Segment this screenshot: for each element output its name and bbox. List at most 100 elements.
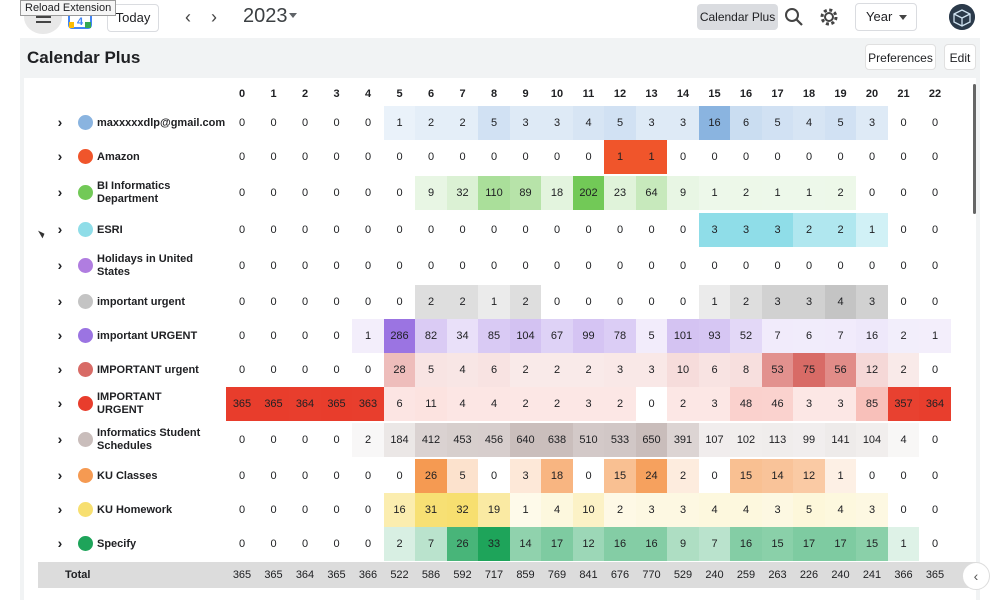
calendar-name-label[interactable]: maxxxxxdlp@gmail.com bbox=[97, 116, 226, 129]
heatmap-cell[interactable]: 2 bbox=[887, 319, 920, 353]
heatmap-cell[interactable]: 1 bbox=[761, 176, 794, 210]
calendar-name-label[interactable]: IMPORTANT urgent bbox=[97, 363, 199, 376]
heatmap-cell[interactable]: 0 bbox=[270, 296, 277, 308]
heatmap-cell[interactable]: 23 bbox=[604, 176, 636, 210]
heatmap-cell[interactable]: 0 bbox=[931, 296, 939, 308]
heatmap-cell[interactable]: 3 bbox=[856, 493, 888, 527]
heatmap-cell[interactable]: 0 bbox=[585, 224, 592, 236]
heatmap-cell[interactable]: 3 bbox=[730, 213, 762, 247]
heatmap-cell[interactable]: 3 bbox=[635, 106, 668, 140]
heatmap-cell[interactable]: 2 bbox=[572, 353, 605, 387]
heatmap-cell[interactable]: 16 bbox=[604, 527, 636, 561]
heatmap-cell[interactable]: 24 bbox=[635, 459, 668, 493]
expand-row-chevron-icon[interactable]: › bbox=[57, 395, 63, 411]
heatmap-cell[interactable]: 365 bbox=[320, 387, 353, 421]
heatmap-cell[interactable]: 0 bbox=[648, 224, 655, 236]
heatmap-cell[interactable]: 0 bbox=[900, 117, 907, 129]
heatmap-cell[interactable]: 85 bbox=[478, 319, 510, 353]
calendar-name-label[interactable]: Amazon bbox=[97, 150, 140, 163]
heatmap-cell[interactable]: 4 bbox=[541, 493, 573, 527]
heatmap-cell[interactable]: 0 bbox=[805, 151, 813, 163]
heatmap-cell[interactable]: 3 bbox=[604, 353, 636, 387]
heatmap-cell[interactable]: 0 bbox=[333, 260, 340, 272]
heatmap-cell[interactable]: 2 bbox=[446, 106, 479, 140]
heatmap-cell[interactable]: 0 bbox=[427, 260, 435, 272]
heatmap-cell[interactable]: 412 bbox=[415, 423, 447, 457]
heatmap-cell[interactable]: 6 bbox=[478, 353, 510, 387]
heatmap-cell[interactable]: 0 bbox=[868, 260, 876, 272]
heatmap-cell[interactable]: 363 bbox=[352, 387, 384, 421]
heatmap-cell[interactable]: 1 bbox=[635, 140, 668, 174]
heatmap-cell[interactable]: 110 bbox=[478, 176, 510, 210]
heatmap-cell[interactable]: 16 bbox=[698, 106, 731, 140]
heatmap-cell[interactable]: 365 bbox=[257, 387, 290, 421]
heatmap-cell[interactable]: 2 bbox=[415, 285, 447, 319]
heatmap-cell[interactable]: 3 bbox=[541, 106, 573, 140]
heatmap-cell[interactable]: 0 bbox=[742, 151, 750, 163]
calendar-name-label[interactable]: IMPORTANT URGENT bbox=[97, 391, 162, 416]
heatmap-cell[interactable]: 3 bbox=[667, 493, 699, 527]
heatmap-cell[interactable]: 1 bbox=[793, 176, 825, 210]
heatmap-cell[interactable]: 0 bbox=[364, 260, 372, 272]
expand-row-chevron-icon[interactable]: › bbox=[57, 293, 63, 309]
heatmap-cell[interactable]: 0 bbox=[238, 151, 246, 163]
calendar-name-label[interactable]: Informatics Student Schedules bbox=[97, 427, 201, 452]
heatmap-cell[interactable]: 0 bbox=[270, 187, 277, 199]
heatmap-cell[interactable]: 0 bbox=[931, 151, 939, 163]
heatmap-cell[interactable]: 0 bbox=[459, 224, 466, 236]
heatmap-cell[interactable]: 0 bbox=[459, 260, 466, 272]
heatmap-cell[interactable]: 0 bbox=[333, 296, 340, 308]
heatmap-cell[interactable]: 0 bbox=[490, 470, 498, 482]
heatmap-cell[interactable]: 104 bbox=[509, 319, 542, 353]
heatmap-cell[interactable]: 0 bbox=[648, 398, 655, 410]
heatmap-cell[interactable]: 1 bbox=[352, 319, 384, 353]
heatmap-cell[interactable]: 0 bbox=[238, 364, 246, 376]
heatmap-cell[interactable]: 0 bbox=[490, 151, 498, 163]
heatmap-cell[interactable]: 2 bbox=[446, 285, 479, 319]
heatmap-cell[interactable]: 2 bbox=[824, 213, 857, 247]
year-dropdown-icon[interactable] bbox=[289, 13, 297, 18]
heatmap-cell[interactable]: 17 bbox=[793, 527, 825, 561]
heatmap-cell[interactable]: 2 bbox=[415, 106, 447, 140]
heatmap-cell[interactable]: 0 bbox=[333, 151, 340, 163]
heatmap-cell[interactable]: 4 bbox=[824, 493, 857, 527]
heatmap-cell[interactable]: 6 bbox=[793, 319, 825, 353]
heatmap-cell[interactable]: 8 bbox=[730, 353, 762, 387]
heatmap-cell[interactable]: 0 bbox=[301, 224, 309, 236]
heatmap-cell[interactable]: 3 bbox=[698, 387, 731, 421]
heatmap-cell[interactable]: 46 bbox=[761, 387, 794, 421]
heatmap-cell[interactable]: 0 bbox=[238, 296, 246, 308]
heatmap-cell[interactable]: 456 bbox=[478, 423, 510, 457]
heatmap-cell[interactable]: 12 bbox=[572, 527, 605, 561]
heatmap-cell[interactable]: 0 bbox=[837, 260, 844, 272]
heatmap-cell[interactable]: 0 bbox=[238, 504, 246, 516]
heatmap-cell[interactable]: 2 bbox=[383, 527, 416, 561]
expand-row-chevron-icon[interactable]: › bbox=[57, 148, 63, 164]
heatmap-cell[interactable]: 0 bbox=[364, 538, 372, 550]
search-icon[interactable] bbox=[783, 6, 805, 28]
heatmap-cell[interactable]: 10 bbox=[572, 493, 605, 527]
heatmap-cell[interactable]: 0 bbox=[301, 434, 309, 446]
heatmap-cell[interactable]: 0 bbox=[333, 117, 340, 129]
heatmap-cell[interactable]: 2 bbox=[793, 213, 825, 247]
heatmap-cell[interactable]: 0 bbox=[522, 224, 529, 236]
heatmap-cell[interactable]: 0 bbox=[616, 260, 624, 272]
heatmap-cell[interactable]: 5 bbox=[761, 106, 794, 140]
heatmap-cell[interactable]: 0 bbox=[364, 187, 372, 199]
heatmap-cell[interactable]: 2 bbox=[541, 353, 573, 387]
heatmap-cell[interactable]: 28 bbox=[383, 353, 416, 387]
heatmap-cell[interactable]: 0 bbox=[238, 260, 246, 272]
heatmap-cell[interactable]: 286 bbox=[383, 319, 416, 353]
expand-row-chevron-icon[interactable]: › bbox=[57, 114, 63, 130]
heatmap-cell[interactable]: 0 bbox=[333, 330, 340, 342]
heatmap-cell[interactable]: 113 bbox=[761, 423, 794, 457]
heatmap-cell[interactable]: 2 bbox=[604, 493, 636, 527]
calendar-name-label[interactable]: Holidays in United States bbox=[97, 253, 193, 278]
heatmap-cell[interactable]: 1 bbox=[887, 527, 920, 561]
heatmap-cell[interactable]: 0 bbox=[301, 187, 309, 199]
heatmap-cell[interactable]: 1 bbox=[509, 493, 542, 527]
heatmap-cell[interactable]: 0 bbox=[900, 224, 907, 236]
heatmap-cell[interactable]: 0 bbox=[238, 434, 246, 446]
heatmap-cell[interactable]: 6 bbox=[383, 387, 416, 421]
heatmap-cell[interactable]: 0 bbox=[396, 470, 403, 482]
